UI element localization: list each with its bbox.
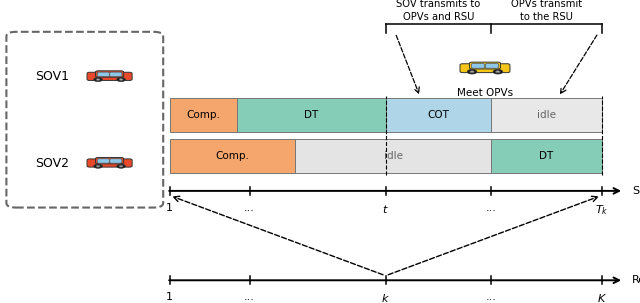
Circle shape: [116, 78, 125, 82]
Bar: [492, 98, 602, 132]
Bar: [492, 139, 602, 173]
Bar: [170, 139, 295, 173]
Text: $K$: $K$: [596, 292, 607, 303]
Text: $T_k$: $T_k$: [595, 203, 609, 217]
Text: SOV1: SOV1: [35, 70, 69, 83]
Circle shape: [116, 164, 125, 168]
FancyBboxPatch shape: [87, 72, 132, 80]
Circle shape: [96, 165, 100, 167]
Circle shape: [496, 71, 500, 73]
FancyBboxPatch shape: [109, 159, 122, 163]
Text: ...: ...: [244, 203, 255, 213]
Text: Meet OPVs: Meet OPVs: [457, 88, 513, 98]
Text: DT: DT: [540, 151, 554, 161]
FancyBboxPatch shape: [470, 62, 500, 69]
FancyBboxPatch shape: [87, 159, 132, 167]
Text: idle: idle: [383, 151, 403, 161]
Text: ...: ...: [244, 292, 255, 302]
Text: Rounds: Rounds: [632, 275, 640, 285]
Bar: [237, 98, 385, 132]
Text: 1: 1: [166, 203, 173, 213]
Circle shape: [93, 78, 102, 82]
Text: Comp.: Comp.: [186, 110, 220, 120]
Text: $k$: $k$: [381, 292, 390, 303]
Text: $t$: $t$: [382, 203, 389, 215]
Text: Slots: Slots: [632, 186, 640, 196]
FancyBboxPatch shape: [97, 72, 109, 77]
Text: idle: idle: [537, 110, 556, 120]
FancyBboxPatch shape: [460, 64, 510, 73]
Bar: [385, 98, 492, 132]
FancyBboxPatch shape: [485, 64, 499, 68]
Text: SOV transmits to
OPVs and RSU: SOV transmits to OPVs and RSU: [396, 0, 481, 22]
Bar: [295, 139, 492, 173]
Circle shape: [119, 165, 123, 167]
Bar: [170, 98, 237, 132]
FancyBboxPatch shape: [109, 72, 122, 77]
FancyBboxPatch shape: [472, 64, 484, 68]
FancyBboxPatch shape: [97, 159, 109, 163]
FancyBboxPatch shape: [6, 32, 163, 208]
Text: DT: DT: [304, 110, 318, 120]
Text: SOV2: SOV2: [35, 157, 69, 169]
Text: ...: ...: [486, 203, 497, 213]
FancyBboxPatch shape: [95, 71, 124, 77]
Circle shape: [470, 71, 474, 73]
Text: ...: ...: [486, 292, 497, 302]
Text: OPVs transmit
to the RSU: OPVs transmit to the RSU: [511, 0, 582, 22]
Circle shape: [119, 78, 123, 80]
Circle shape: [493, 69, 502, 74]
Circle shape: [93, 164, 102, 168]
FancyBboxPatch shape: [95, 158, 124, 164]
Text: 1: 1: [166, 292, 173, 302]
Circle shape: [96, 78, 100, 80]
Circle shape: [467, 69, 477, 74]
Text: Comp.: Comp.: [215, 151, 249, 161]
Text: COT: COT: [428, 110, 449, 120]
